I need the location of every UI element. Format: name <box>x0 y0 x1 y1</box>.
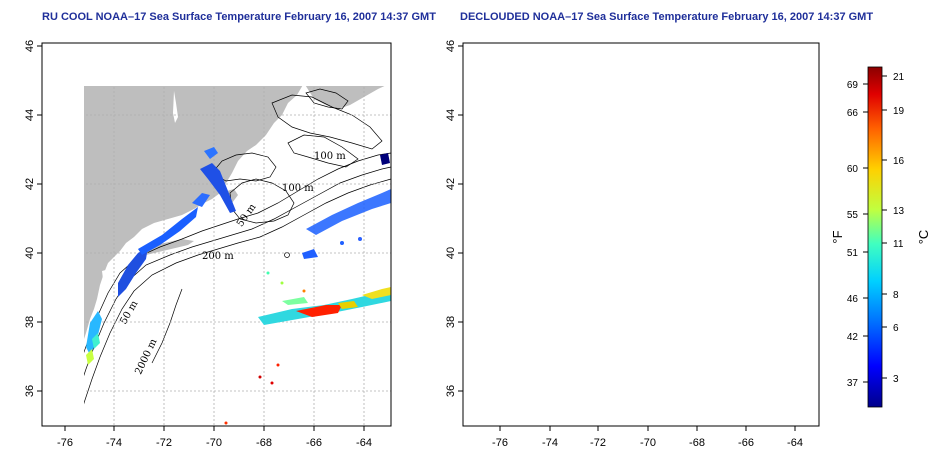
contour-label-100m-b: 100 m <box>708 183 741 194</box>
left-x-ticks <box>64 426 365 431</box>
contour-label-50m-b: 50 m <box>541 299 564 327</box>
colorbar-f-label: 55 <box>847 210 859 221</box>
temperature-colorbar: 69 66 60 55 51 46 42 37 21 19 16 13 11 8… <box>830 66 931 408</box>
contour-label-100m-a: 100 m <box>740 151 773 162</box>
left-lon-tick-label: -64 <box>356 437 372 449</box>
colorbar-f-label: 37 <box>847 378 859 389</box>
left-lat-tick-label: 36 <box>24 385 36 397</box>
left-lon-tick-label: -66 <box>306 437 322 449</box>
right-x-ticks <box>499 426 796 431</box>
colorbar-f-label: 66 <box>847 108 859 119</box>
colorbar-c-label: 8 <box>893 290 899 301</box>
left-lat-tick-label: 38 <box>24 316 36 328</box>
colorbar-c-label: 6 <box>893 323 899 334</box>
contour-label-2000m: 2000 m <box>556 337 583 377</box>
colorbar-c-label: 16 <box>893 156 905 167</box>
left-lat-tick-label: 46 <box>24 40 36 52</box>
colorbar-f-label: 69 <box>847 80 859 91</box>
left-lat-tick-label: 42 <box>24 178 36 190</box>
colorbar-f-label: 51 <box>847 248 859 259</box>
right-lon-tick-label: -72 <box>590 437 606 449</box>
left-lon-tick-label: -76 <box>57 437 73 449</box>
right-lon-tick-label: -70 <box>640 437 656 449</box>
contour-label-100m-b: 100 m <box>282 183 314 194</box>
contour-label-50m-a: 50 m <box>660 202 684 229</box>
left-lon-tick-label: -68 <box>256 437 272 449</box>
right-panel-title: DECLOUDED NOAA–17 Sea Surface Temperatur… <box>460 11 874 23</box>
colorbar-f-ticks <box>863 83 868 383</box>
colorbar-c-label: 3 <box>893 374 899 385</box>
contour-label-200m: 200 m <box>202 251 234 262</box>
left-lat-tick-label: 44 <box>24 109 36 121</box>
right-lat-tick-label: 36 <box>445 385 457 397</box>
right-lon-tick-label: -76 <box>492 437 508 449</box>
contour-label-100m-a: 100 m <box>314 151 346 162</box>
sst-data-declouded <box>514 147 742 345</box>
contour-label-200m: 200 m <box>626 251 659 262</box>
colorbar-f-label: 42 <box>847 332 859 343</box>
colorbar-f-label: 60 <box>847 164 859 175</box>
right-lon-tick-label: -68 <box>689 437 705 449</box>
colorbar-c-label: 19 <box>893 106 905 117</box>
right-plot-frame <box>462 42 820 427</box>
right-lat-tick-label: 42 <box>445 178 457 190</box>
right-lat-tick-label: 44 <box>445 109 457 121</box>
colorbar-c-ticks <box>882 75 887 379</box>
left-panel-title: RU COOL NOAA–17 Sea Surface Temperature … <box>42 11 436 23</box>
left-map-panel: 100 m 100 m 50 m 200 m 50 m 2000 m -76 -… <box>24 40 392 449</box>
right-lon-tick-label: -66 <box>738 437 754 449</box>
colorbar-gradient <box>867 66 883 408</box>
left-y-ticks <box>37 45 42 392</box>
left-lon-tick-label: -70 <box>206 437 222 449</box>
right-lon-tick-label: -74 <box>542 437 558 449</box>
right-lat-tick-label: 46 <box>445 40 457 52</box>
right-lat-tick-label: 38 <box>445 316 457 328</box>
right-lat-tick-label: 40 <box>445 247 457 259</box>
right-map-panel: 100 m 100 m 50 m 200 m 50 m 2000 m -76 -… <box>445 40 820 449</box>
left-plot-frame <box>41 42 392 427</box>
colorbar-f-label: 46 <box>847 294 859 305</box>
colorbar-celsius-unit: °C <box>916 230 931 245</box>
sst-data-offshore <box>224 189 391 425</box>
colorbar-c-label: 13 <box>893 206 905 217</box>
right-y-ticks <box>458 45 463 392</box>
colorbar-fahrenheit-unit: °F <box>830 230 845 243</box>
right-lon-tick-label: -64 <box>787 437 803 449</box>
left-lon-tick-label: -74 <box>106 437 122 449</box>
colorbar-c-label: 21 <box>893 72 905 83</box>
colorbar-c-label: 11 <box>893 239 904 250</box>
left-lat-tick-label: 40 <box>24 247 36 259</box>
left-lon-tick-label: -72 <box>156 437 172 449</box>
sst-data-coastal <box>86 147 390 365</box>
